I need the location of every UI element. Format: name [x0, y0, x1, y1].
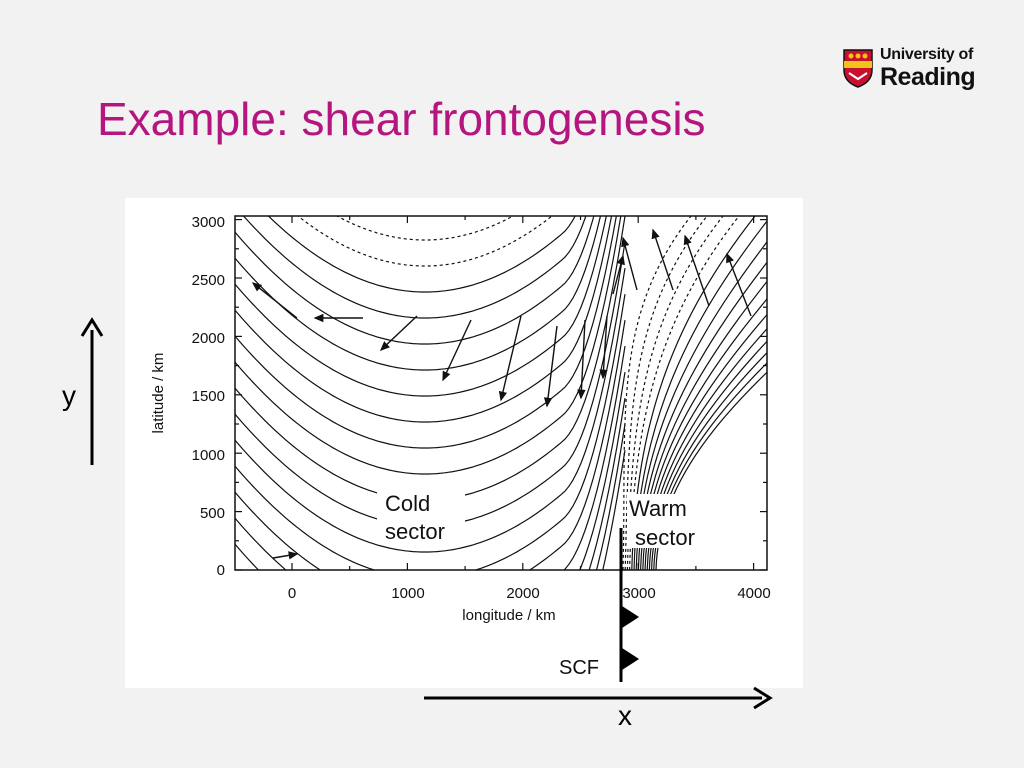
wind-vectors	[251, 228, 752, 560]
contour-line	[626, 216, 724, 570]
x-tick-label: 0	[288, 585, 296, 602]
contour-line	[629, 216, 740, 570]
contour-line	[235, 294, 626, 570]
contour-line	[235, 216, 622, 475]
y-tick-label: 3000	[192, 214, 225, 231]
front-triangle	[622, 606, 639, 628]
wind-vector-arrow	[599, 315, 608, 380]
logo-line-2: Reading	[880, 63, 976, 91]
contour-line	[622, 216, 692, 570]
y-tick-label: 2000	[192, 330, 225, 347]
x-axis-letter: x	[618, 700, 632, 731]
plot-frame	[234, 215, 768, 571]
logo-line-1: University of	[880, 46, 974, 63]
x-tick-label: 3000	[622, 585, 655, 602]
x-tick-label: 1000	[391, 585, 424, 602]
wind-vector-arrow	[498, 315, 522, 402]
axis-ticks	[235, 216, 767, 571]
y-tick-label: 2500	[192, 272, 225, 289]
frontogenesis-figure: 0 500 1000 1500 2000 2500 3000 0 1000 20…	[125, 198, 803, 688]
contour-line	[267, 216, 576, 293]
contour-line	[235, 268, 626, 553]
x-tick-label: 2000	[506, 585, 539, 602]
wind-vector-arrow	[651, 228, 674, 291]
wind-vector-arrow	[726, 252, 752, 317]
contour-line	[242, 216, 587, 319]
contour-line	[235, 320, 626, 570]
y-tick-label: 1000	[192, 447, 225, 464]
warm-sector-label-line1: Warm	[629, 496, 687, 521]
slide-title: Example: shear frontogenesis	[97, 93, 706, 145]
x-axis-title: longitude / km	[462, 607, 555, 624]
wind-vector-arrow	[379, 315, 418, 351]
y-tick-label: 0	[217, 562, 225, 579]
wind-vector-arrow	[621, 236, 638, 291]
y-axis-letter: y	[62, 380, 76, 411]
y-axis-title: latitude / km	[150, 353, 167, 434]
warm-sector-label-line2: sector	[635, 525, 695, 550]
university-logo: University of Reading	[842, 46, 982, 92]
wind-vector-arrow	[251, 282, 298, 319]
y-tick-label: 1500	[192, 388, 225, 405]
cold-sector-label-bg	[377, 488, 465, 540]
frontogenesis-diagram: 0 500 1000 1500 2000 2500 3000 0 1000 20…	[150, 214, 771, 682]
x-arrow-head	[753, 686, 773, 710]
front-label: SCF	[559, 657, 599, 679]
y-tick-label: 500	[200, 505, 225, 522]
front-triangle	[622, 648, 639, 670]
contour-line	[235, 216, 602, 371]
contour-line	[235, 216, 607, 397]
wind-vector-arrow	[442, 319, 472, 382]
x-tick-label: 4000	[737, 585, 770, 602]
cold-sector-label-line2: sector	[385, 519, 445, 544]
wind-vector-arrow	[272, 551, 299, 560]
contour-line	[235, 216, 617, 449]
y-arrow-head	[80, 317, 104, 337]
wind-vector-arrow	[612, 254, 625, 295]
wind-vector-arrow	[543, 325, 558, 408]
wind-vector-arrow	[577, 319, 586, 400]
cold-sector-label-line1: Cold	[385, 491, 430, 516]
shield-icon	[843, 49, 873, 88]
warm-sector-label-bg	[627, 494, 719, 548]
contour-line	[235, 216, 613, 423]
contour-line	[235, 216, 595, 345]
wind-vector-arrow	[683, 234, 710, 307]
